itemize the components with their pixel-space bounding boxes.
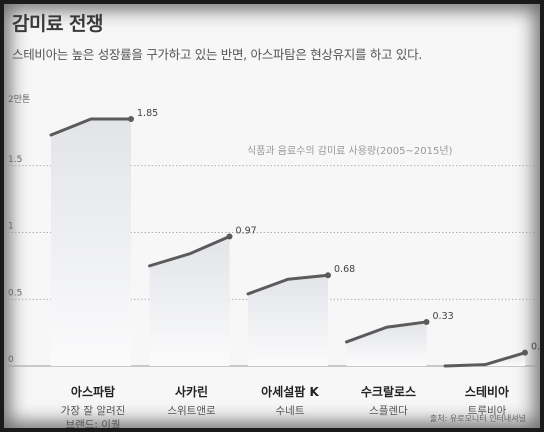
series-endpoint-0	[128, 116, 134, 123]
series-area-3	[346, 321, 427, 366]
category-label: 아세설팜 K	[261, 384, 319, 399]
category-label: 수크랄로스	[361, 385, 416, 399]
series-area-2	[248, 275, 328, 366]
chart-plot: 2만톤 1.5 1 0.5 0 식품과 음료수의 감미료 사용량(2005~2015년) 1…	[8, 94, 540, 428]
category-label: 스테비아	[465, 384, 509, 399]
category-label: 아스파탐	[71, 384, 115, 399]
y-tick-label: 0.5	[8, 288, 22, 298]
series-line-0	[49, 117, 133, 137]
series-line-1	[148, 235, 231, 268]
series-endpoint-4	[522, 349, 528, 356]
chart-subtitle: 스테비아는 높은 성장률을 구가하고 있는 반면, 아스파탐은 현상유지를 하고…	[12, 47, 423, 62]
series-value-label: 1.85	[137, 108, 158, 119]
series-line-2	[246, 273, 330, 296]
series-value-label: 0.97	[236, 226, 257, 237]
category-label: 사카린	[175, 384, 208, 399]
series-endpoint-2	[325, 272, 331, 279]
series-line-3	[345, 320, 428, 344]
category-sublabel: 트루비아	[468, 405, 507, 417]
series-value-label: 0.33	[433, 311, 454, 322]
series-area-0	[51, 119, 131, 367]
y-tick-label: 1	[8, 222, 14, 232]
category-sublabel: 스위트앤로	[167, 404, 216, 417]
category-sublabel: 브랜드: 이퀄	[65, 419, 120, 428]
category-sublabel: 수네트	[276, 405, 305, 417]
chart-frame: 감미료 전쟁 스테비아는 높은 성장률을 구가하고 있는 반면, 아스파탐은 현…	[4, 4, 540, 428]
category-sublabel: 가장 잘 알려진	[61, 405, 126, 417]
series-value-label: 0.1	[531, 342, 540, 353]
series-endpoint-3	[423, 318, 430, 325]
y-unit-label: 2만톤	[8, 94, 30, 105]
category-sublabel: 스플렌다	[369, 405, 408, 417]
series-value-label: 0.68	[334, 264, 355, 275]
source-note: 출처: 유로모니터 인터내셔널	[429, 414, 526, 423]
y-tick-label: 0	[8, 355, 14, 365]
series-area-4	[445, 352, 525, 366]
chart-title: 감미료 전쟁	[12, 13, 104, 35]
series-area-1	[149, 236, 230, 366]
series-line-4	[443, 351, 527, 368]
y-tick-label: 1.5	[8, 155, 22, 165]
series-endpoint-1	[226, 233, 233, 240]
legend-text: 식품과 음료수의 감미료 사용량(2005~2015년)	[247, 145, 453, 157]
